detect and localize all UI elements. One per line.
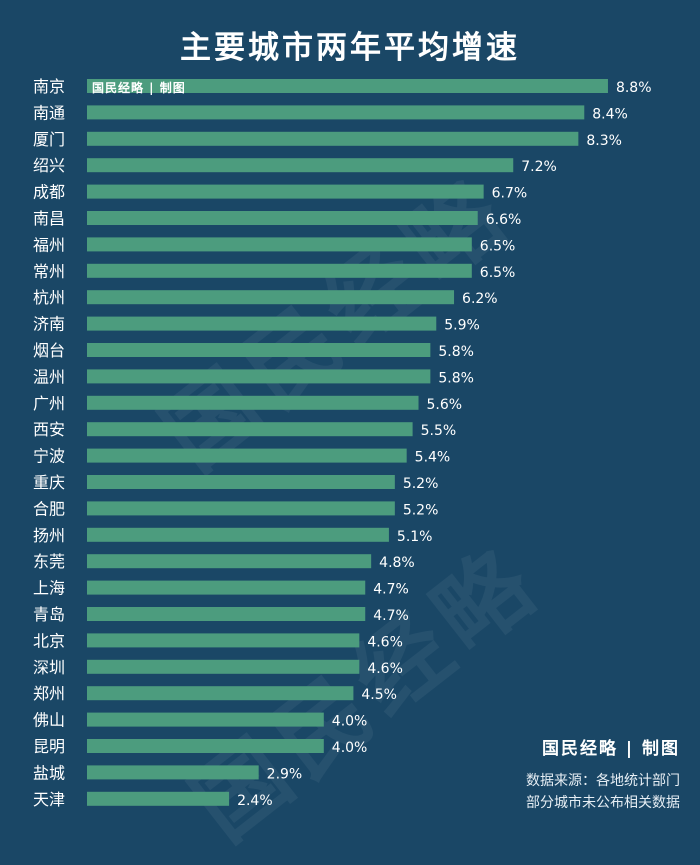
- bar: [87, 765, 259, 780]
- bar: [87, 395, 419, 410]
- bar: [87, 343, 431, 357]
- category-label: 扬州: [33, 526, 65, 545]
- bar: [87, 739, 324, 753]
- bar: [87, 237, 472, 252]
- value-label: 4.0%: [332, 714, 368, 730]
- bar-chart: 南京 8.8% 南通 8.4% 厦门 8.3% 绍兴 7.2% 成都 6.7% 南昌 6.6% 福州 6.…: [33, 77, 652, 809]
- category-label: 常州: [33, 262, 65, 281]
- category-label: 烟台: [33, 341, 65, 360]
- value-label: 6.6%: [486, 212, 522, 228]
- category-label: 厦门: [33, 130, 65, 149]
- value-label: 8.4%: [592, 106, 628, 122]
- value-label: 4.7%: [373, 582, 409, 598]
- category-label: 广州: [33, 394, 65, 413]
- category-label: 南京: [33, 77, 65, 96]
- bar: [87, 184, 484, 199]
- value-label: 4.0%: [332, 740, 368, 756]
- category-label: 北京: [33, 631, 65, 650]
- bar: [87, 316, 437, 331]
- category-label: 盐城: [33, 763, 65, 782]
- bar: [87, 686, 354, 701]
- value-label: 6.2%: [462, 291, 498, 307]
- value-label: 5.9%: [444, 318, 480, 334]
- bar: [87, 633, 360, 648]
- category-label: 重庆: [33, 473, 65, 492]
- bar: [87, 79, 608, 93]
- bar: [87, 580, 366, 595]
- category-label: 西安: [33, 420, 65, 439]
- value-label: 5.2%: [403, 476, 439, 492]
- value-label: 4.6%: [367, 634, 403, 650]
- value-label: 4.7%: [373, 608, 409, 624]
- value-label: 2.4%: [237, 793, 273, 809]
- category-label: 南通: [33, 103, 65, 122]
- category-label: 南昌: [33, 209, 65, 228]
- bar: [87, 211, 478, 225]
- bar: [87, 554, 372, 569]
- category-label: 东莞: [33, 552, 65, 571]
- value-label: 8.3%: [586, 133, 622, 149]
- category-label: 宁波: [33, 447, 65, 466]
- bar: [87, 659, 360, 674]
- category-label: 上海: [33, 579, 65, 598]
- value-label: 7.2%: [521, 159, 557, 175]
- page-title: 主要城市两年平均增速: [180, 30, 520, 66]
- value-label: 5.8%: [438, 344, 474, 360]
- category-label: 昆明: [33, 737, 65, 756]
- value-label: 6.5%: [480, 265, 516, 281]
- bar: [87, 527, 389, 542]
- value-label: 5.4%: [415, 450, 451, 466]
- value-label: 4.8%: [379, 555, 415, 571]
- value-label: 6.7%: [492, 186, 528, 202]
- category-label: 佛山: [33, 711, 65, 730]
- source-line: 数据来源：各地统计部门: [526, 773, 680, 789]
- bar: [87, 369, 431, 384]
- bar: [87, 105, 585, 120]
- bar: [87, 422, 413, 437]
- category-label: 杭州: [33, 288, 65, 307]
- category-label: 天津: [33, 790, 65, 809]
- bar: [87, 607, 366, 621]
- value-label: 4.5%: [361, 687, 397, 703]
- category-label: 成都: [33, 183, 65, 202]
- bar: [87, 448, 407, 463]
- category-label: 温州: [33, 367, 65, 386]
- category-label: 合肥: [33, 499, 65, 518]
- value-label: 5.2%: [403, 502, 439, 518]
- category-label: 青岛: [33, 605, 65, 624]
- brand-inline-label: 国民经略 | 制图: [92, 81, 186, 95]
- bar: [87, 290, 455, 305]
- bar: [87, 501, 395, 516]
- source-note: 数据来源：各地统计部门 部分城市未公布相关数据: [526, 770, 680, 814]
- category-label: 绍兴: [33, 156, 65, 175]
- bar: [87, 263, 472, 278]
- value-label: 6.5%: [480, 238, 516, 254]
- bar: [87, 791, 230, 806]
- value-label: 5.8%: [438, 370, 474, 386]
- category-label: 郑州: [33, 684, 65, 703]
- bar: [87, 712, 324, 727]
- source-note-line: 部分城市未公布相关数据: [526, 795, 680, 811]
- value-label: 5.5%: [421, 423, 457, 439]
- category-label: 济南: [33, 315, 65, 334]
- value-label: 5.6%: [427, 397, 463, 413]
- category-label: 福州: [33, 235, 65, 254]
- brand-label: 国民经略 | 制图: [541, 739, 680, 759]
- bar: [87, 475, 395, 489]
- value-label: 4.6%: [367, 661, 403, 677]
- value-label: 8.8%: [616, 80, 652, 96]
- value-label: 5.1%: [397, 529, 433, 545]
- category-label: 深圳: [33, 658, 65, 677]
- bar: [87, 131, 579, 146]
- bar: [87, 158, 514, 173]
- value-label: 2.9%: [267, 766, 303, 782]
